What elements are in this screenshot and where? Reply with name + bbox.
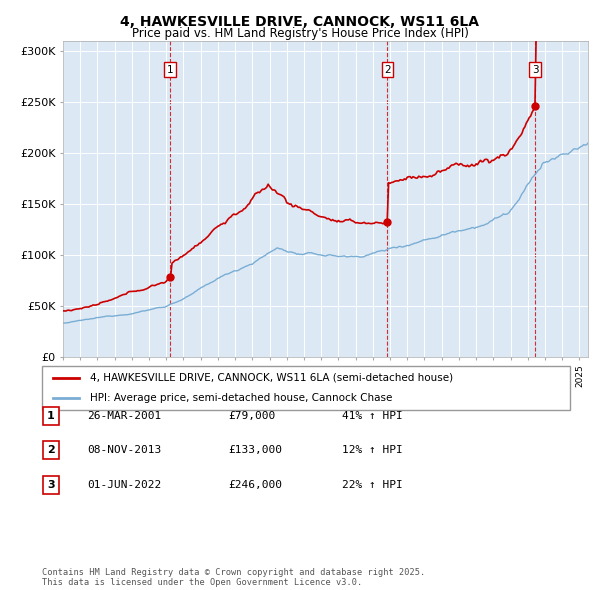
Point (166, 272, 175, 281)
Text: Contains HM Land Registry data © Crown copyright and database right 2025.
This d: Contains HM Land Registry data © Crown c… (42, 568, 425, 587)
FancyBboxPatch shape (43, 476, 59, 494)
FancyBboxPatch shape (42, 366, 570, 410)
Text: 12% ↑ HPI: 12% ↑ HPI (342, 445, 403, 455)
Text: £79,000: £79,000 (228, 411, 275, 421)
Text: 4, HAWKESVILLE DRIVE, CANNOCK, WS11 6LA: 4, HAWKESVILLE DRIVE, CANNOCK, WS11 6LA (121, 15, 479, 29)
Text: 4, HAWKESVILLE DRIVE, CANNOCK, WS11 6LA (semi-detached house): 4, HAWKESVILLE DRIVE, CANNOCK, WS11 6LA … (89, 373, 452, 383)
Text: £133,000: £133,000 (228, 445, 282, 455)
Text: 3: 3 (47, 480, 55, 490)
Point (383, 217, 392, 226)
Text: 1: 1 (47, 411, 55, 421)
Text: Price paid vs. HM Land Registry's House Price Index (HPI): Price paid vs. HM Land Registry's House … (131, 27, 469, 40)
Point (530, 101, 540, 111)
Text: 2: 2 (384, 65, 391, 75)
Text: £246,000: £246,000 (228, 480, 282, 490)
Text: 41% ↑ HPI: 41% ↑ HPI (342, 411, 403, 421)
FancyBboxPatch shape (43, 441, 59, 459)
Text: 08-NOV-2013: 08-NOV-2013 (87, 445, 161, 455)
Text: 3: 3 (532, 65, 538, 75)
Text: 01-JUN-2022: 01-JUN-2022 (87, 480, 161, 490)
FancyBboxPatch shape (43, 407, 59, 425)
Text: HPI: Average price, semi-detached house, Cannock Chase: HPI: Average price, semi-detached house,… (89, 393, 392, 403)
Text: 2: 2 (47, 445, 55, 455)
Text: 1: 1 (167, 65, 173, 75)
Text: 26-MAR-2001: 26-MAR-2001 (87, 411, 161, 421)
Text: 22% ↑ HPI: 22% ↑ HPI (342, 480, 403, 490)
